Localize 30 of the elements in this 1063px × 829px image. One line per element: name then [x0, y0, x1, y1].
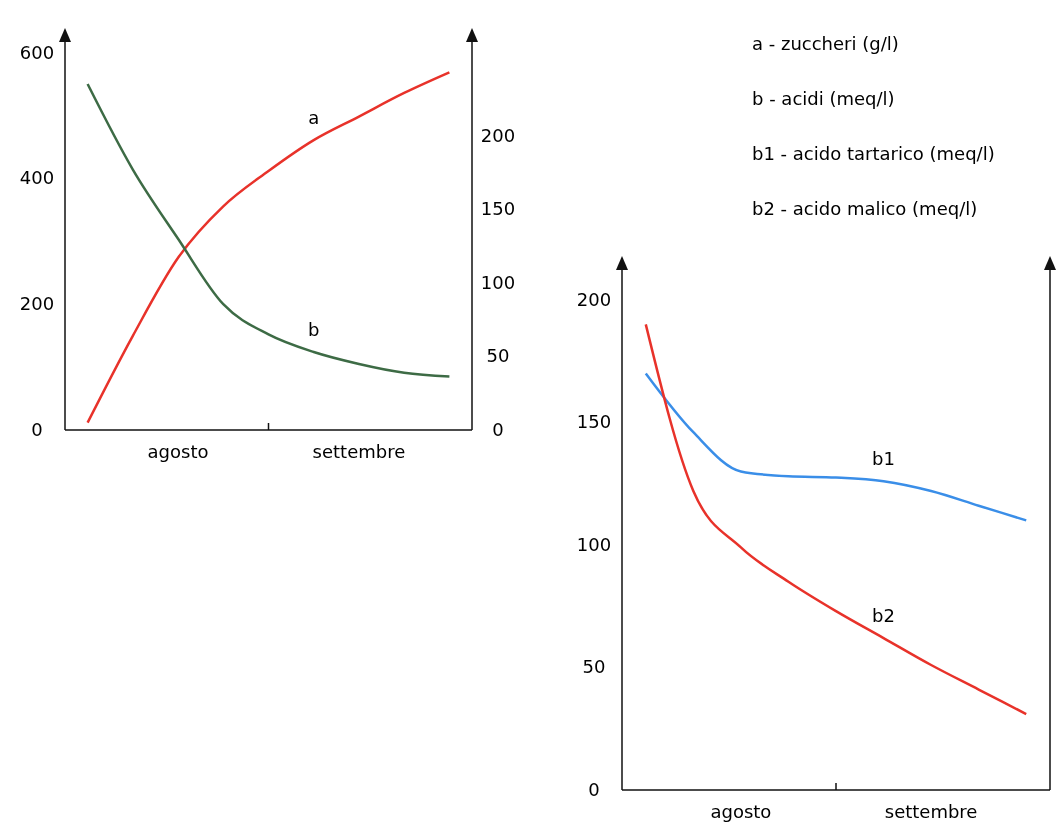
series-label: a	[308, 107, 320, 129]
x-tick-label: agosto	[147, 441, 209, 462]
series-label: b2	[872, 605, 895, 627]
line-series	[644, 323, 1028, 716]
y-tick-label: 600	[19, 41, 55, 63]
y-tick-label: 200	[576, 288, 612, 310]
y2-tick-label: 200	[480, 124, 516, 146]
y2-tick-label: 150	[480, 198, 516, 220]
y-tick-label: 0	[31, 419, 43, 440]
text: a - zuccheri (g/l)	[752, 33, 899, 54]
text: b1 - acido tartarico (meq/l)	[752, 143, 995, 164]
y-tick-label: 50	[582, 656, 606, 678]
y-tick-label: 100	[576, 533, 612, 555]
y2-tick-label: 100	[480, 271, 516, 293]
y-tick-label: 0	[588, 779, 600, 800]
y2-tick-label: 0	[492, 419, 504, 440]
line-series	[86, 71, 451, 424]
text: b2 - acido malico (meq/l)	[752, 198, 978, 219]
y-tick-label: 400	[19, 167, 55, 189]
x-tick-label: settembre	[884, 801, 978, 822]
y2-tick-label: 50	[486, 345, 510, 367]
y-tick-label: 150	[576, 411, 612, 433]
y-tick-label: 200	[19, 293, 55, 315]
text: b - acidi (meq/l)	[752, 88, 895, 109]
x-tick-label: agosto	[710, 801, 772, 822]
x-tick-label: settembre	[312, 441, 406, 462]
series-label: b1	[872, 448, 895, 470]
line-series	[644, 372, 1028, 522]
line-series	[86, 82, 451, 378]
series-label: b	[308, 319, 320, 340]
